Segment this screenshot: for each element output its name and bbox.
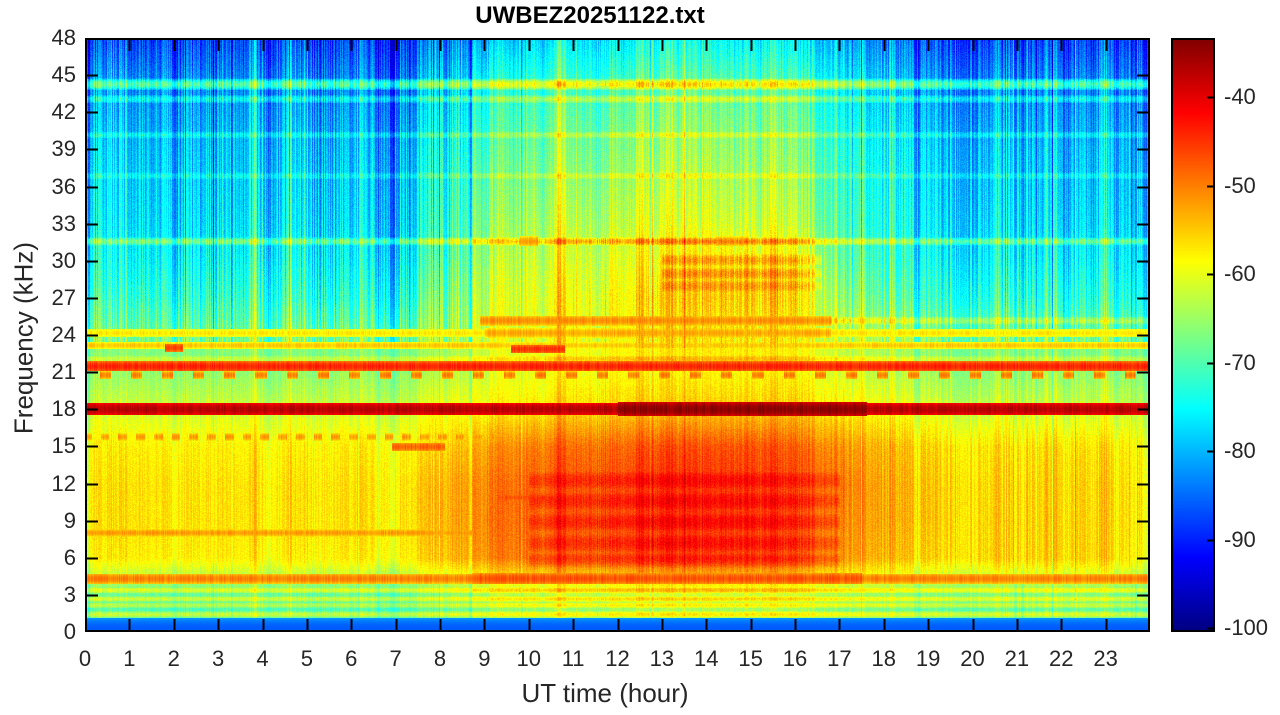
y-tick-label: 21 bbox=[51, 359, 76, 385]
x-tick-label: 17 bbox=[827, 646, 852, 671]
x-tick-label: 9 bbox=[478, 646, 491, 671]
x-tick-label: 13 bbox=[649, 646, 675, 671]
x-tick-label: 7 bbox=[389, 646, 402, 671]
y-tick-label: 15 bbox=[51, 433, 76, 459]
y-tick-label: 42 bbox=[51, 99, 76, 125]
y-tick-label: 6 bbox=[63, 544, 76, 570]
x-tick-label: 14 bbox=[694, 646, 719, 671]
x-tick-label: 20 bbox=[960, 646, 985, 671]
spectrogram-canvas bbox=[85, 38, 1150, 632]
colorbar-canvas bbox=[1171, 38, 1215, 632]
colorbar-tick-label: -100 bbox=[1224, 615, 1269, 641]
x-tick-label: 22 bbox=[1049, 646, 1074, 671]
y-tick-label: 3 bbox=[63, 581, 76, 607]
y-tick-label: 45 bbox=[51, 62, 76, 88]
x-tick-label: 6 bbox=[345, 646, 358, 671]
x-tick-label: 21 bbox=[1004, 646, 1030, 671]
y-tick-label: 27 bbox=[51, 284, 76, 310]
chart-title: UWBEZ20251122.txt bbox=[475, 2, 705, 29]
x-tick-label: 19 bbox=[915, 646, 941, 671]
colorbar-tick-label: -40 bbox=[1224, 84, 1256, 110]
x-tick-label: 3 bbox=[212, 646, 225, 671]
y-tick-label: 48 bbox=[51, 25, 76, 50]
colorbar-tick-label: -90 bbox=[1224, 526, 1256, 552]
colorbar-tick-label: -70 bbox=[1224, 349, 1256, 375]
x-tick-label: 16 bbox=[782, 646, 808, 671]
x-tick-label: 8 bbox=[433, 646, 447, 671]
x-tick-label: 1 bbox=[123, 646, 136, 671]
y-tick-label: 18 bbox=[51, 396, 76, 422]
x-tick-label: 15 bbox=[738, 646, 763, 671]
y-tick-label: 39 bbox=[51, 136, 76, 162]
x-tick-label: 2 bbox=[167, 646, 180, 671]
y-tick-label: 12 bbox=[51, 470, 76, 496]
colorbar-tick-label: -50 bbox=[1224, 172, 1256, 198]
x-tick-label: 5 bbox=[300, 646, 313, 671]
y-tick-label: 24 bbox=[51, 322, 76, 347]
x-tick-label: 10 bbox=[516, 646, 541, 671]
y-tick-label: 30 bbox=[51, 247, 76, 273]
x-tick-label: 11 bbox=[561, 646, 585, 671]
y-tick-label: 36 bbox=[51, 173, 76, 199]
x-tick-label: 18 bbox=[871, 646, 896, 671]
x-tick-label: 23 bbox=[1093, 646, 1118, 671]
y-tick-label: 33 bbox=[51, 210, 76, 236]
colorbar-tick-label: -60 bbox=[1224, 261, 1256, 287]
y-tick-label: 9 bbox=[63, 507, 76, 533]
x-tick-label: 0 bbox=[78, 646, 92, 671]
y-tick-label: 0 bbox=[63, 619, 76, 644]
colorbar-tick-label: -80 bbox=[1224, 438, 1256, 464]
x-tick-label: 12 bbox=[605, 646, 630, 671]
x-tick-label: 4 bbox=[256, 646, 269, 671]
x-axis-label: UT time (hour) bbox=[521, 678, 689, 708]
